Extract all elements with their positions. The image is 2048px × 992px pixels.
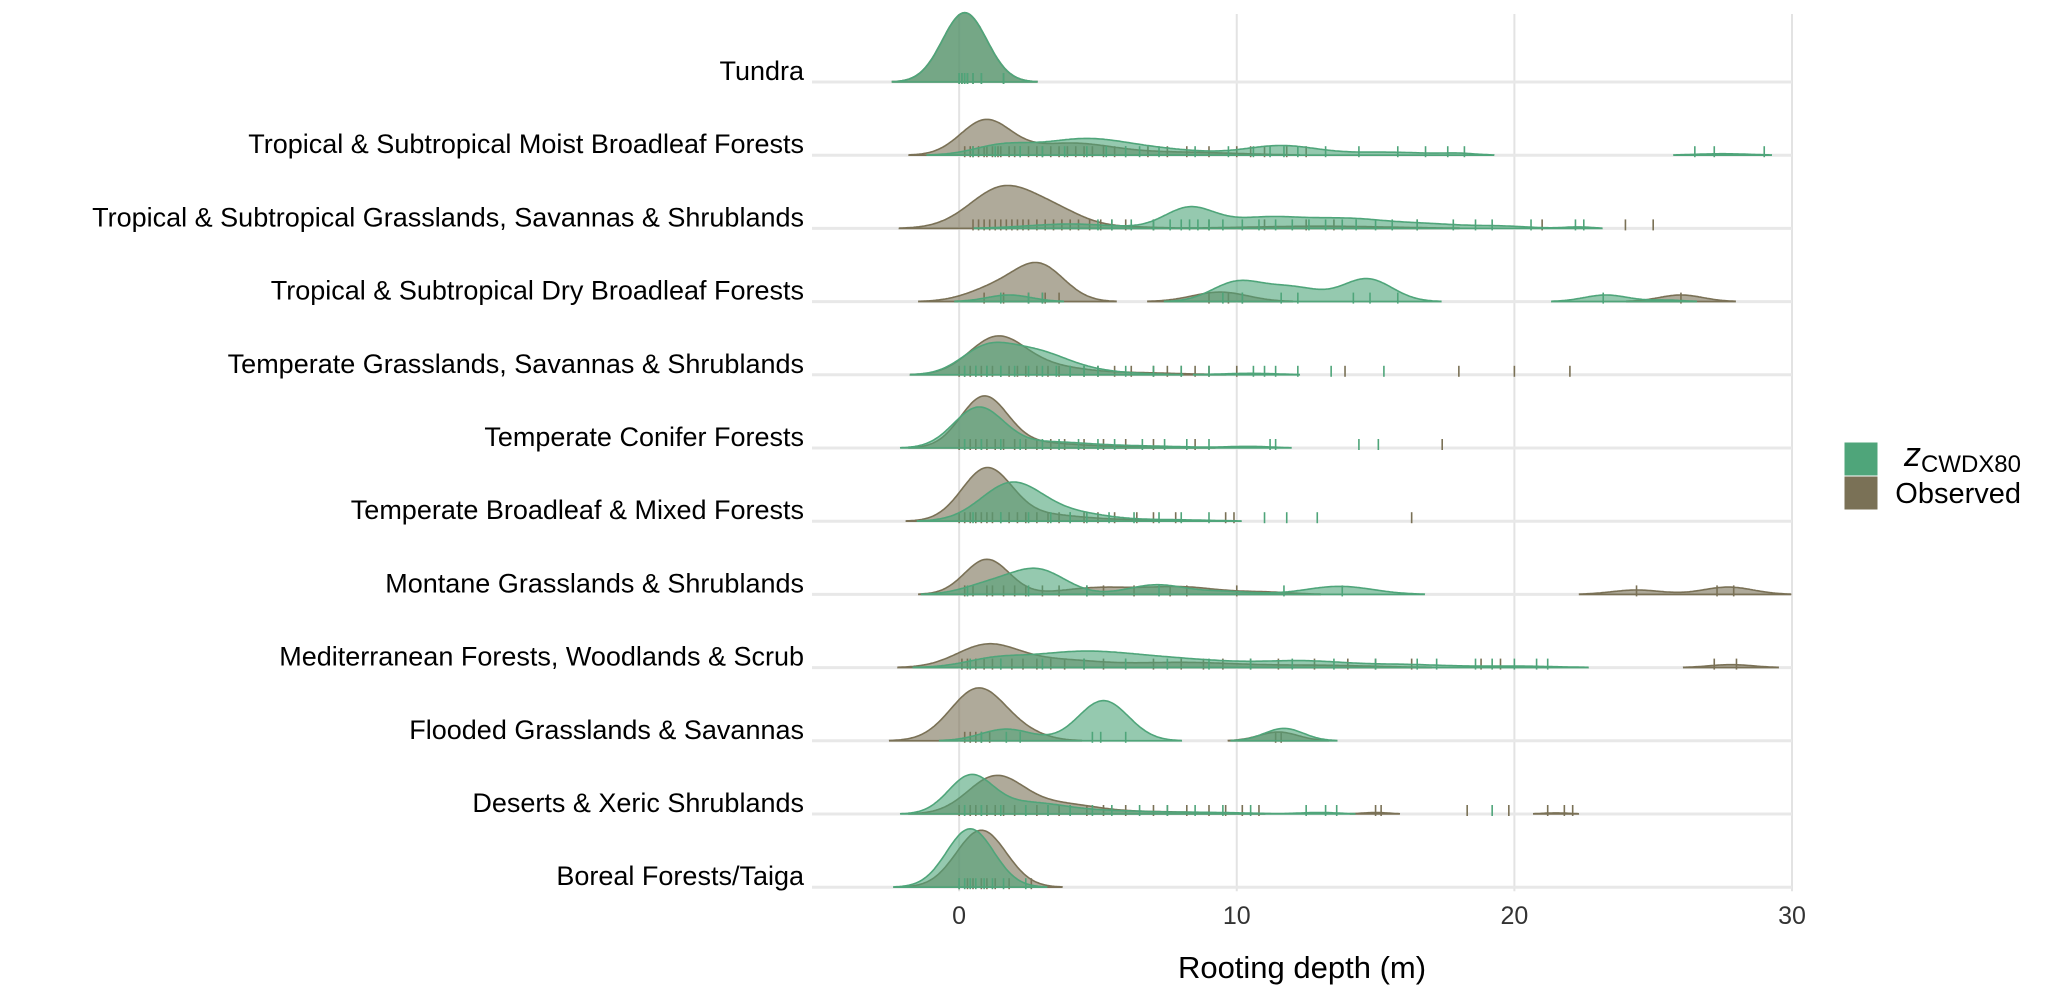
density-z-cwdx80 [1163,277,1442,303]
density-observed [1682,663,1779,669]
ridge-row [918,558,1792,597]
ridge-row [899,773,1580,816]
category-label: Flooded Grasslands & Savannas [409,715,804,745]
ridge-rows [888,11,1792,890]
category-label: Tropical & Subtropical Moist Broadleaf F… [248,129,804,159]
legend-swatch-observed [1843,475,1879,511]
density-z-cwdx80 [891,11,1038,83]
ridge-row [909,335,1571,377]
ridge-row [908,118,1773,158]
density-z-cwdx80 [1550,294,1698,303]
ridge-row [899,395,1443,450]
x-tick-label: 10 [1223,902,1251,930]
x-tick-label: 0 [952,902,966,930]
category-label: Temperate Grasslands, Savannas & Shrubla… [228,349,804,379]
ridge-row [888,687,1338,743]
legend: zCWDX80 Observed [1843,436,2021,511]
density-z-cwdx80 [1230,727,1338,742]
density-observed [918,261,1117,303]
category-label: Tropical & Subtropical Dry Broadleaf For… [271,276,804,306]
x-tick-label: 20 [1500,902,1528,930]
density-z-cwdx80 [916,481,1242,522]
ridge-row [897,642,1779,670]
category-label: Boreal Forests/Taiga [556,861,805,891]
density-z-cwdx80 [1673,152,1773,156]
legend-label-observed: Observed [1895,478,2021,510]
x-tick-label: 30 [1778,902,1806,930]
category-label: Deserts & Xeric Shrublands [472,788,804,818]
category-label: Tropical & Subtropical Grasslands, Savan… [92,202,804,232]
density-z-cwdx80 [893,827,1048,888]
ridge-row [905,466,1413,524]
legend-label-z: zCWDX80 [1903,436,2021,478]
legend-swatch-z [1843,441,1879,477]
density-z-cwdx80 [926,137,1495,156]
ridge-row [918,261,1736,304]
x-axis-title: Rooting depth (m) [1178,950,1426,985]
ridge-row [891,11,1038,84]
category-label: Temperate Conifer Forests [484,422,804,452]
category-label: Tundra [719,56,805,86]
density-z-cwdx80 [973,205,1603,230]
density-z-cwdx80 [909,341,1184,376]
density-observed [1532,812,1580,815]
density-observed [1578,586,1792,596]
category-labels: Tundra Tropical & Subtropical Moist Broad… [92,56,805,891]
ridge-row [898,184,1654,231]
category-label: Mediterranean Forests, Woodlands & Scrub [279,642,804,672]
category-label: Montane Grasslands & Shrublands [385,568,804,598]
density-z-cwdx80 [1192,372,1301,376]
density-z-cwdx80 [938,699,1183,742]
x-tick-labels: 0 10 20 30 [952,902,1806,930]
density-z-cwdx80 [899,773,1356,815]
density-z-cwdx80 [954,294,1065,303]
density-z-cwdx80 [899,406,1292,449]
category-label: Temperate Broadleaf & Mixed Forests [351,495,804,525]
ridge-row [893,827,1063,890]
